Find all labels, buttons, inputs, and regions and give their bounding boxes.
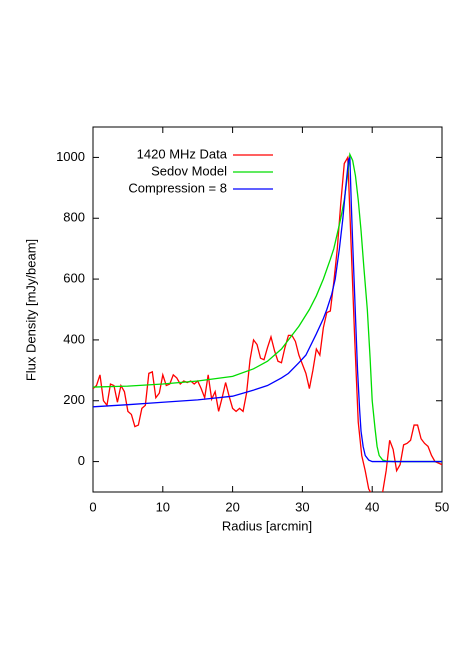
y-tick-label: 600	[63, 271, 85, 286]
x-tick-label: 30	[295, 499, 309, 514]
x-tick-label: 10	[156, 499, 170, 514]
legend-label: Sedov Model	[151, 163, 227, 178]
x-tick-label: 0	[89, 499, 96, 514]
legend-label: Compression = 8	[128, 180, 227, 195]
y-tick-label: 800	[63, 210, 85, 225]
y-tick-label: 0	[78, 453, 85, 468]
series-line	[93, 155, 442, 492]
y-axis-label: Flux Density [mJy/beam]	[23, 239, 38, 381]
x-tick-label: 40	[365, 499, 379, 514]
x-axis-label: Radius [arcmin]	[222, 518, 312, 533]
x-tick-label: 50	[435, 499, 449, 514]
legend-label: 1420 MHz Data	[137, 146, 228, 161]
series-line	[93, 157, 442, 463]
x-tick-label: 20	[225, 499, 239, 514]
plot-frame	[92, 126, 443, 493]
y-tick-label: 1000	[56, 149, 85, 164]
y-tick-label: 200	[63, 392, 85, 407]
series-line	[93, 151, 442, 463]
y-tick-label: 400	[63, 331, 85, 346]
